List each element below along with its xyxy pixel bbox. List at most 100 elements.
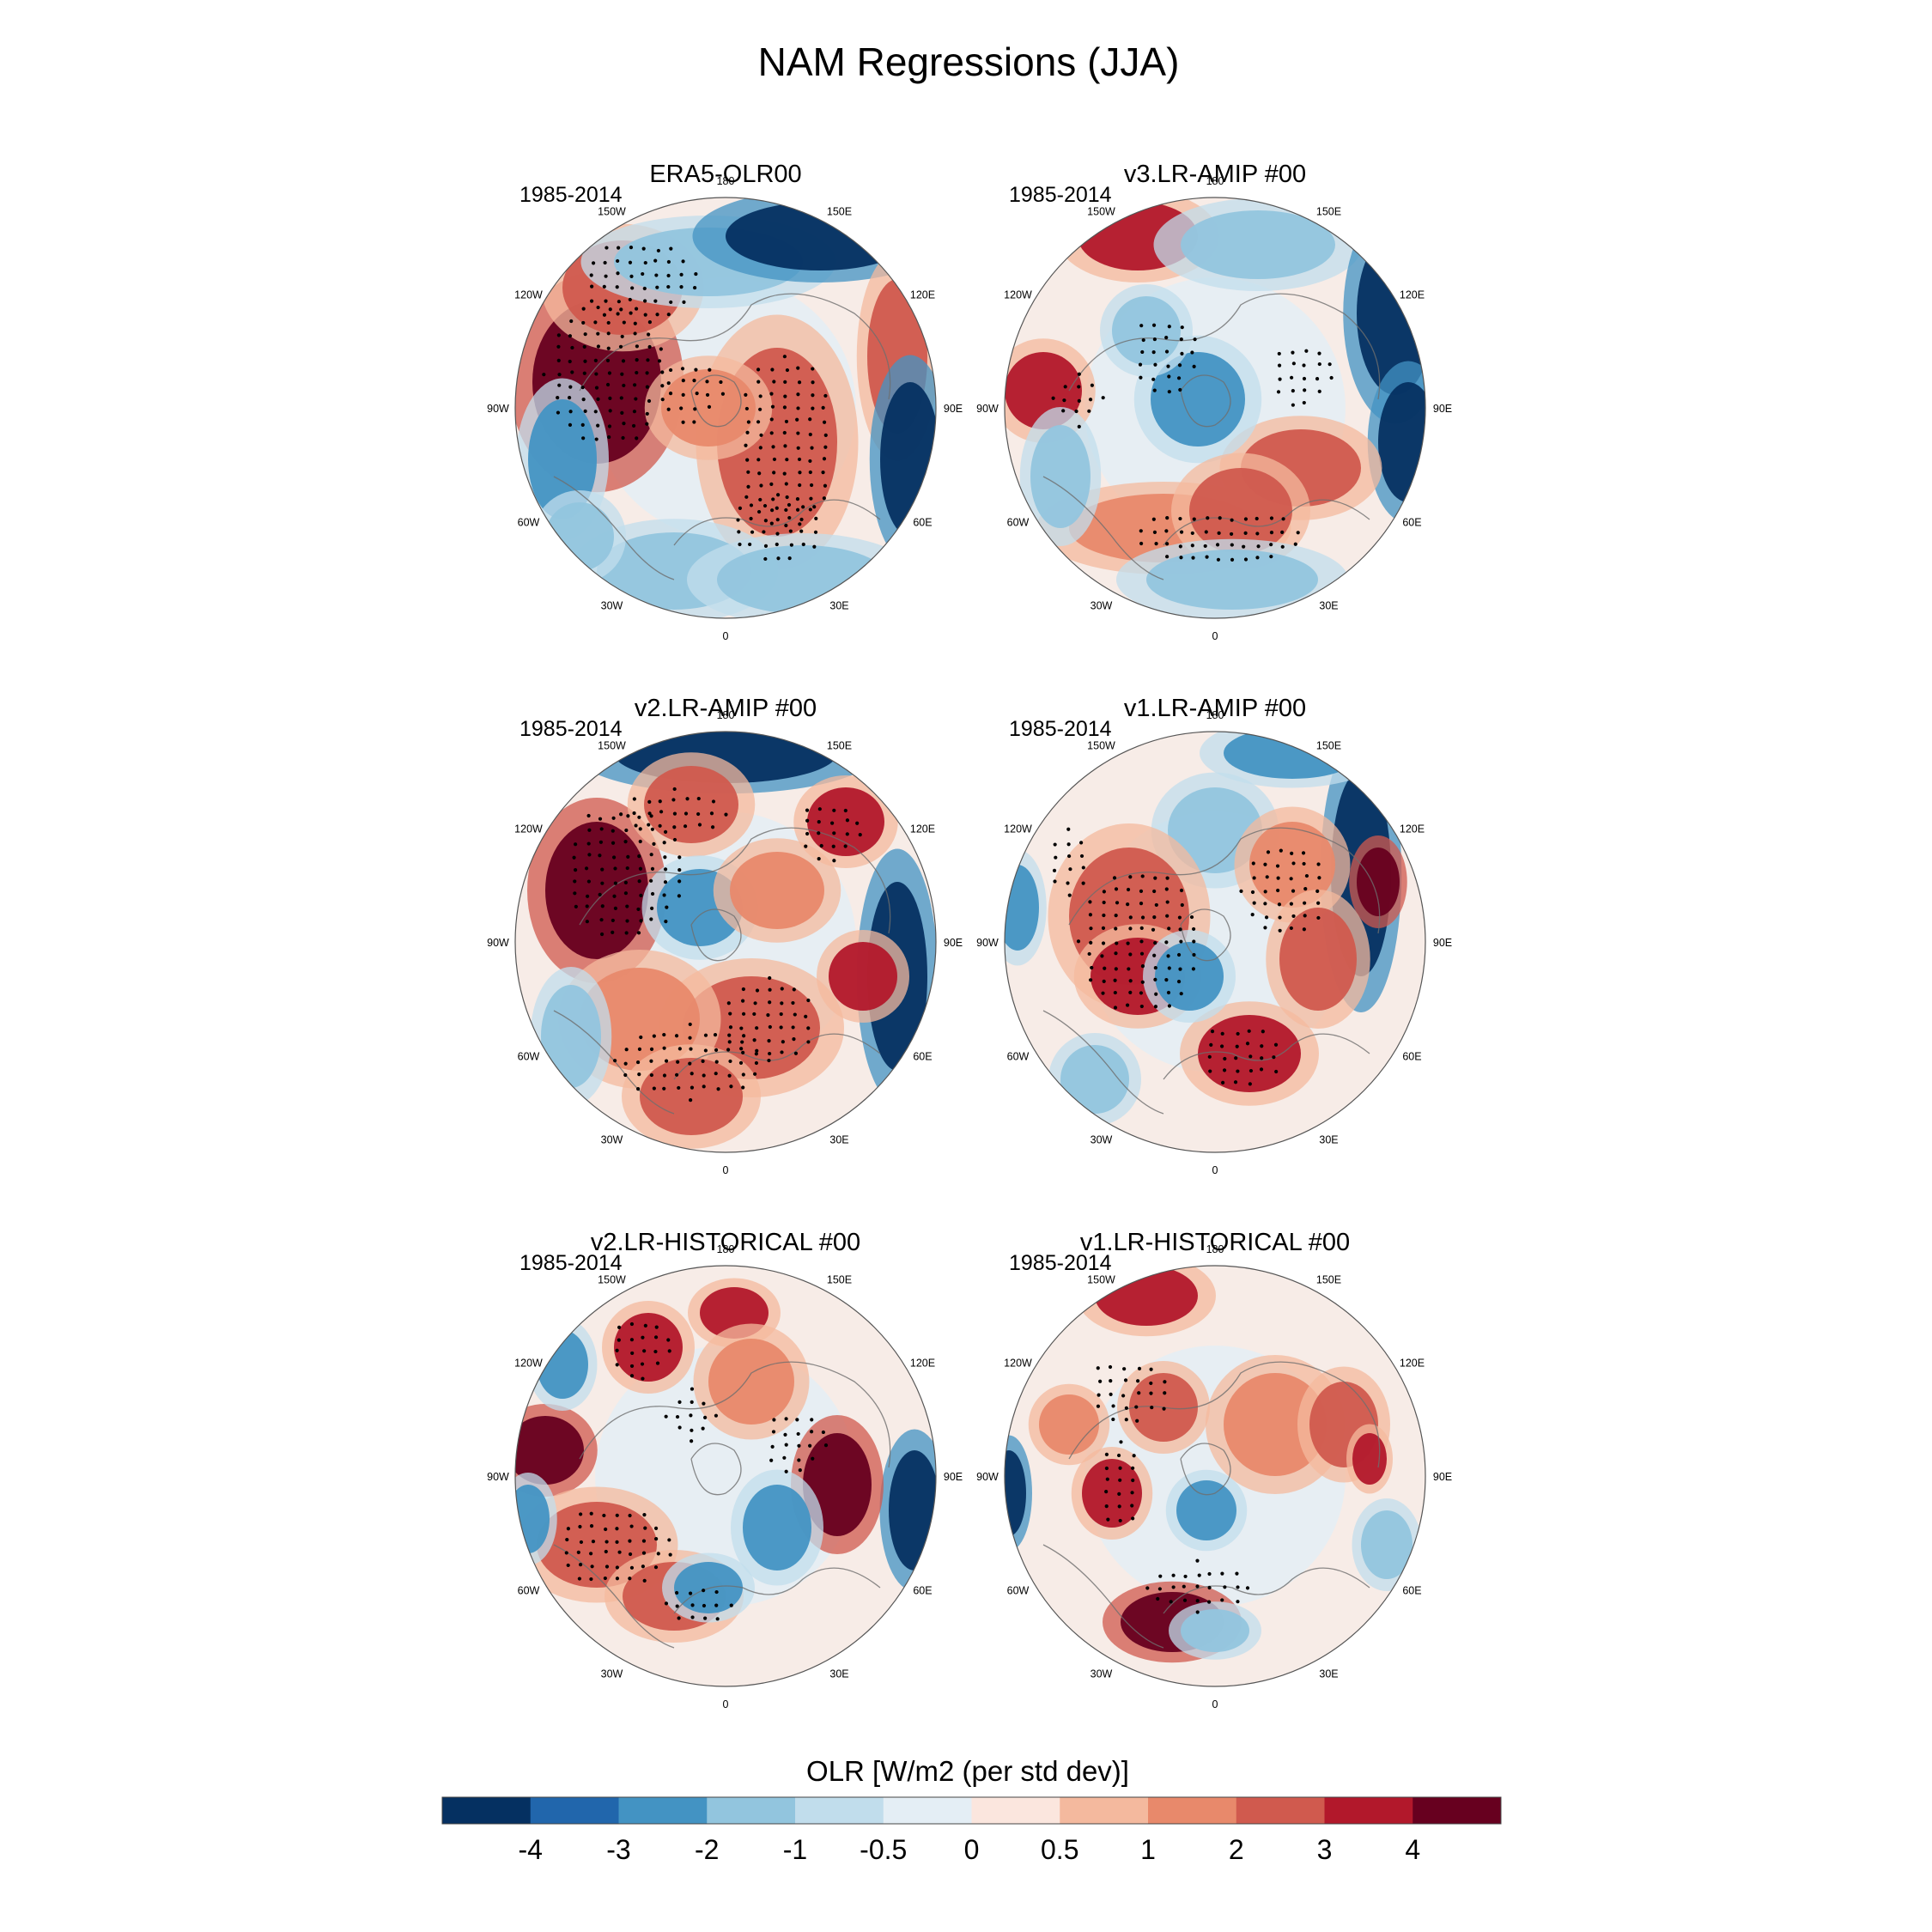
stipple-dot [719, 380, 723, 385]
field-anomaly [674, 1562, 743, 1613]
stipple-dot [653, 1349, 658, 1354]
stipple-dot [1209, 1042, 1213, 1047]
stipple-dot [690, 1428, 694, 1432]
colorbar-tick-label: 2 [1229, 1834, 1244, 1865]
stipple-dot [727, 1033, 732, 1037]
stipple-dot [702, 1401, 706, 1406]
stipple-dot [758, 394, 762, 398]
stipple-dot [623, 891, 629, 896]
stipple-dot [1111, 1417, 1115, 1422]
stipple-dot [1100, 954, 1104, 958]
stipple-dot [1208, 1069, 1212, 1073]
stipple-dot [798, 1468, 802, 1473]
stipple-dot [677, 894, 681, 898]
stipple-dot [629, 245, 634, 250]
stipple-dot [1195, 1610, 1200, 1614]
stipple-dot [741, 1012, 746, 1016]
stipple-dot [1180, 325, 1184, 330]
stipple-dot [1152, 915, 1157, 920]
stipple-dot [634, 307, 639, 311]
stipple-dot [669, 300, 673, 305]
stipple-dot [1153, 362, 1157, 367]
stipple-dot [677, 1085, 681, 1091]
stipple-dot [1122, 1367, 1127, 1371]
stipple-dot [812, 544, 817, 549]
stipple-dot [607, 434, 611, 440]
stipple-dot [1077, 398, 1081, 403]
stipple-dot [745, 458, 750, 462]
coastlines [553, 827, 891, 1115]
coastline [673, 499, 881, 546]
stipple-dot [659, 347, 663, 351]
stipple-dot [1276, 876, 1280, 880]
stipple-dot [556, 333, 561, 337]
colorbar-box [883, 1797, 972, 1824]
stipple-dot [628, 1552, 633, 1557]
coastline [1180, 374, 1231, 428]
stipple-dot [658, 823, 662, 828]
stipple-dot [629, 274, 634, 278]
stipple-dot [690, 1400, 694, 1404]
stipple-dot [1151, 323, 1157, 327]
stipple-dot [688, 1022, 692, 1027]
stipple-dot [1179, 530, 1184, 534]
stipple-dot [770, 1444, 775, 1449]
stipple-dot [811, 380, 815, 385]
stipple-dot [1290, 851, 1294, 855]
coastline [1042, 476, 1164, 580]
stipple-dot [792, 987, 796, 992]
stipple-dot [785, 368, 790, 373]
stipple-dot [629, 1374, 635, 1378]
stipple-dot [1152, 337, 1157, 342]
stipple-dot [1317, 361, 1321, 367]
stipple-dot [756, 458, 761, 462]
stipple-dot [1204, 530, 1208, 534]
stipple-dot [1252, 901, 1256, 905]
stipple-dot [703, 1048, 708, 1053]
stipple-dot [809, 496, 813, 501]
stipple-dot [642, 1578, 647, 1583]
stipple-dot [611, 816, 616, 820]
stipple-dot [768, 1024, 772, 1030]
longitude-label: 60E [913, 517, 932, 529]
stipple-dot [690, 1439, 694, 1443]
coastline [1042, 1010, 1164, 1115]
stipple-dot [769, 392, 774, 396]
stipple-dot [1066, 827, 1071, 831]
stipple-dot [1249, 1068, 1254, 1073]
stipple-dot [785, 458, 789, 462]
stipple-dot [681, 420, 685, 424]
stipple-dot [1088, 398, 1093, 402]
stipple-dot [1154, 902, 1158, 908]
stipple-dot [1169, 1600, 1173, 1604]
stipple-dot [1302, 363, 1306, 368]
stipple-dot [1131, 1478, 1135, 1483]
stipple-dot [1066, 881, 1070, 885]
stipple-dot [1153, 940, 1157, 945]
stipple-dot [1329, 375, 1334, 380]
stipple-dot [1223, 1585, 1227, 1589]
stipple-dot [1317, 351, 1321, 355]
stipple-dot [804, 844, 808, 848]
coastlines [1042, 827, 1381, 1115]
stipple-dot [783, 394, 787, 398]
field-anomaly [1378, 382, 1425, 502]
stipple-dot [1052, 868, 1057, 872]
stipple-dot [1251, 861, 1255, 866]
stipple-dot [1104, 1466, 1109, 1471]
stipple-dot [647, 799, 652, 805]
stipple-dot [1117, 1492, 1121, 1496]
stipple-dot [694, 271, 698, 276]
stipple-dot [1074, 409, 1078, 414]
stipple-dot [568, 385, 573, 389]
stipple-dot [823, 393, 828, 398]
stipple-dot [1066, 854, 1072, 859]
field-anomaly [528, 399, 597, 519]
stipple-dot [714, 1603, 719, 1607]
stipple-dot [623, 840, 628, 844]
stipple-dot [634, 823, 638, 828]
stipple-dot [662, 1086, 666, 1091]
stipple-dot [1128, 990, 1133, 994]
stipple-dot [1139, 991, 1144, 995]
longitude-label: 60E [913, 1585, 932, 1597]
